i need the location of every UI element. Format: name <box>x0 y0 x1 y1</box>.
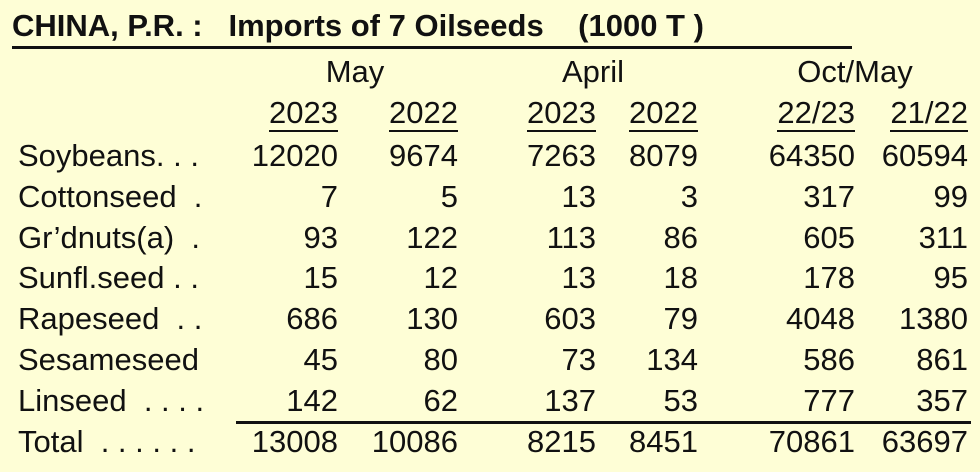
table-cell: 12020 <box>251 138 338 173</box>
column-header-year: 2022 <box>389 95 458 132</box>
table-cell: 18 <box>663 260 698 296</box>
row-label: Sesameseed <box>18 342 199 377</box>
table-cell: 7 <box>320 178 338 214</box>
total-row-label: Total . . . . . . <box>18 423 196 459</box>
table-cell: 130 <box>406 301 458 337</box>
table-cell: 603 <box>544 301 596 337</box>
table-cell: 777 <box>803 382 855 418</box>
table-cell: 62 <box>423 382 458 418</box>
table-cell: 5 <box>440 178 458 214</box>
table-cell: 311 <box>918 219 968 255</box>
table-cell: 15 <box>303 260 338 296</box>
table-cell: 605 <box>803 219 855 255</box>
column-header-year: 2023 <box>527 95 596 132</box>
total-cell: 10086 <box>371 423 458 459</box>
table-cell: 586 <box>803 342 855 377</box>
table-cell: 861 <box>916 342 968 377</box>
table-cell: 45 <box>303 342 338 377</box>
table-cell: 357 <box>916 382 968 418</box>
row-label: Rapeseed . . <box>18 301 203 337</box>
table-cell: 99 <box>933 178 968 214</box>
table-cell: 122 <box>406 219 458 255</box>
table-cell: 12 <box>423 260 458 296</box>
table-cell: 53 <box>663 382 698 418</box>
total-cell: 70861 <box>768 423 855 459</box>
table-cell: 73 <box>561 342 596 377</box>
row-label: Gr’dnuts(a) . <box>18 219 201 255</box>
table-cell: 7263 <box>527 138 596 173</box>
row-label: Soybeans. . . <box>18 138 199 173</box>
total-cell: 8215 <box>527 423 596 459</box>
table-cell: 134 <box>646 342 698 377</box>
total-cell: 63697 <box>881 423 968 459</box>
total-cell: 13008 <box>251 423 338 459</box>
table-cell: 95 <box>933 260 968 296</box>
table-cell: 13 <box>561 260 596 296</box>
table-cell: 317 <box>803 178 855 214</box>
table-cell: 142 <box>286 382 338 418</box>
table-cell: 686 <box>286 301 338 337</box>
column-header-year: 21/22 <box>890 95 968 132</box>
table-cell: 9674 <box>389 138 458 173</box>
column-group-april: April <box>561 54 624 89</box>
total-cell: 8451 <box>629 423 698 459</box>
table-title: CHINA, P.R. : Imports of 7 Oilseeds (100… <box>12 6 852 49</box>
column-header-year: 22/23 <box>777 95 855 132</box>
table-cell: 13 <box>561 178 596 214</box>
table-cell: 1380 <box>899 301 968 337</box>
total-separator-line <box>236 420 971 424</box>
row-label: Linseed . . . . <box>18 382 205 418</box>
row-label: Sunfl.seed . . <box>18 260 199 296</box>
table-cell: 4048 <box>786 301 855 337</box>
row-label: Cottonseed . <box>18 178 203 214</box>
column-header-year: 2022 <box>629 95 698 132</box>
table-cell: 79 <box>663 301 698 337</box>
column-group-may: May <box>325 54 385 89</box>
table-cell: 64350 <box>768 138 855 173</box>
table-cell: 178 <box>803 260 855 296</box>
table-cell: 3 <box>680 178 698 214</box>
table-cell: 93 <box>303 219 338 255</box>
table-cell: 86 <box>663 219 698 255</box>
column-group-oct-may: Oct/May <box>797 54 913 89</box>
table-cell: 80 <box>423 342 458 377</box>
table-cell: 8079 <box>629 138 698 173</box>
table-cell: 60594 <box>881 138 968 173</box>
table-cell: 113 <box>546 219 596 255</box>
table-cell: 137 <box>544 382 596 418</box>
column-header-year: 2023 <box>269 95 338 132</box>
